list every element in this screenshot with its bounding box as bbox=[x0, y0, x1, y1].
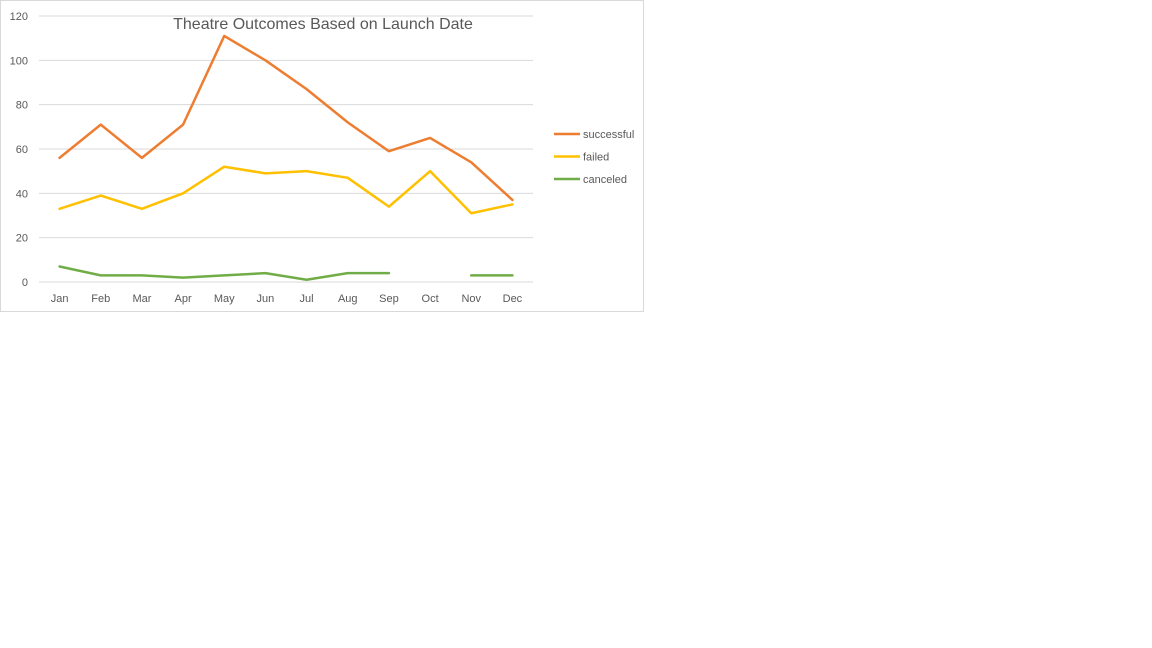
y-tick-label: 20 bbox=[16, 233, 28, 245]
data-point-successful bbox=[511, 199, 513, 201]
series-line-failed bbox=[58, 165, 514, 215]
series-line-canceled bbox=[58, 265, 391, 282]
series-canceled bbox=[58, 265, 514, 282]
y-tick-label: 0 bbox=[22, 277, 28, 289]
data-point-successful bbox=[182, 123, 184, 125]
data-point-canceled bbox=[305, 279, 307, 281]
data-point-successful bbox=[347, 121, 349, 123]
data-point-successful bbox=[388, 150, 390, 152]
series-failed bbox=[58, 165, 514, 215]
data-point-failed bbox=[388, 205, 390, 207]
x-tick-label: Nov bbox=[461, 293, 481, 305]
x-tick-label: Dec bbox=[503, 293, 523, 305]
data-point-failed bbox=[470, 212, 472, 214]
x-tick-label: Jun bbox=[257, 293, 275, 305]
y-tick-label: 100 bbox=[10, 55, 28, 67]
y-axis-tick-labels: 0 20 40 60 80 100 120 bbox=[10, 11, 28, 289]
data-point-failed bbox=[100, 194, 102, 196]
line-chart: 0 20 40 60 80 100 120 Jan Feb Mar Apr May Jun Jul Aug… bbox=[10, 11, 635, 305]
x-tick-label: May bbox=[214, 293, 235, 305]
data-point-failed bbox=[141, 208, 143, 210]
legend-item-successful: successful bbox=[554, 129, 634, 141]
data-point-failed bbox=[182, 192, 184, 194]
gridlines bbox=[39, 15, 533, 283]
data-point-canceled bbox=[347, 272, 349, 274]
data-point-successful bbox=[223, 35, 225, 37]
data-point-successful bbox=[264, 59, 266, 61]
legend-item-canceled: canceled bbox=[554, 174, 627, 186]
data-point-canceled bbox=[264, 272, 266, 274]
data-point-canceled bbox=[223, 274, 225, 276]
data-point-successful bbox=[470, 161, 472, 163]
data-point-canceled bbox=[388, 272, 390, 274]
legend: successful failed canceled bbox=[554, 129, 634, 186]
data-point-successful bbox=[100, 123, 102, 125]
data-point-successful bbox=[305, 88, 307, 90]
data-point-failed bbox=[305, 170, 307, 172]
chart-title: Theatre Outcomes Based on Launch Date bbox=[173, 16, 473, 33]
y-tick-label: 60 bbox=[16, 144, 28, 156]
data-point-failed bbox=[511, 203, 513, 205]
legend-item-failed: failed bbox=[554, 152, 609, 164]
x-tick-label: Apr bbox=[175, 293, 192, 305]
data-point-canceled bbox=[182, 276, 184, 278]
data-point-canceled bbox=[511, 274, 513, 276]
data-point-successful bbox=[429, 137, 431, 139]
data-point-failed bbox=[429, 170, 431, 172]
series-successful bbox=[58, 34, 514, 202]
x-tick-label: Jul bbox=[300, 293, 314, 305]
x-axis-tick-labels: Jan Feb Mar Apr May Jun Jul Aug Sep Oct Nov Dec bbox=[51, 293, 523, 305]
legend-label: failed bbox=[583, 152, 609, 164]
x-tick-label: Sep bbox=[379, 293, 399, 305]
chart-container: 0 20 40 60 80 100 120 Jan Feb Mar Apr May Jun Jul Aug… bbox=[0, 0, 644, 312]
legend-label: successful bbox=[583, 129, 634, 141]
x-tick-label: Jan bbox=[51, 293, 69, 305]
data-point-failed bbox=[58, 208, 60, 210]
x-tick-label: Oct bbox=[422, 293, 439, 305]
y-tick-label: 120 bbox=[10, 11, 28, 23]
data-point-canceled bbox=[100, 274, 102, 276]
data-point-canceled bbox=[470, 274, 472, 276]
x-tick-label: Aug bbox=[338, 293, 358, 305]
y-tick-label: 40 bbox=[16, 188, 28, 200]
data-point-failed bbox=[223, 166, 225, 168]
x-tick-label: Mar bbox=[132, 293, 151, 305]
data-point-successful bbox=[58, 157, 60, 159]
y-tick-label: 80 bbox=[16, 100, 28, 112]
data-point-failed bbox=[264, 172, 266, 174]
data-point-successful bbox=[141, 157, 143, 159]
data-point-failed bbox=[347, 177, 349, 179]
series-line-successful bbox=[58, 34, 514, 202]
series-lines bbox=[58, 34, 514, 282]
x-tick-label: Feb bbox=[91, 293, 110, 305]
data-point-canceled bbox=[58, 265, 60, 267]
legend-label: canceled bbox=[583, 174, 627, 186]
data-point-canceled bbox=[141, 274, 143, 276]
